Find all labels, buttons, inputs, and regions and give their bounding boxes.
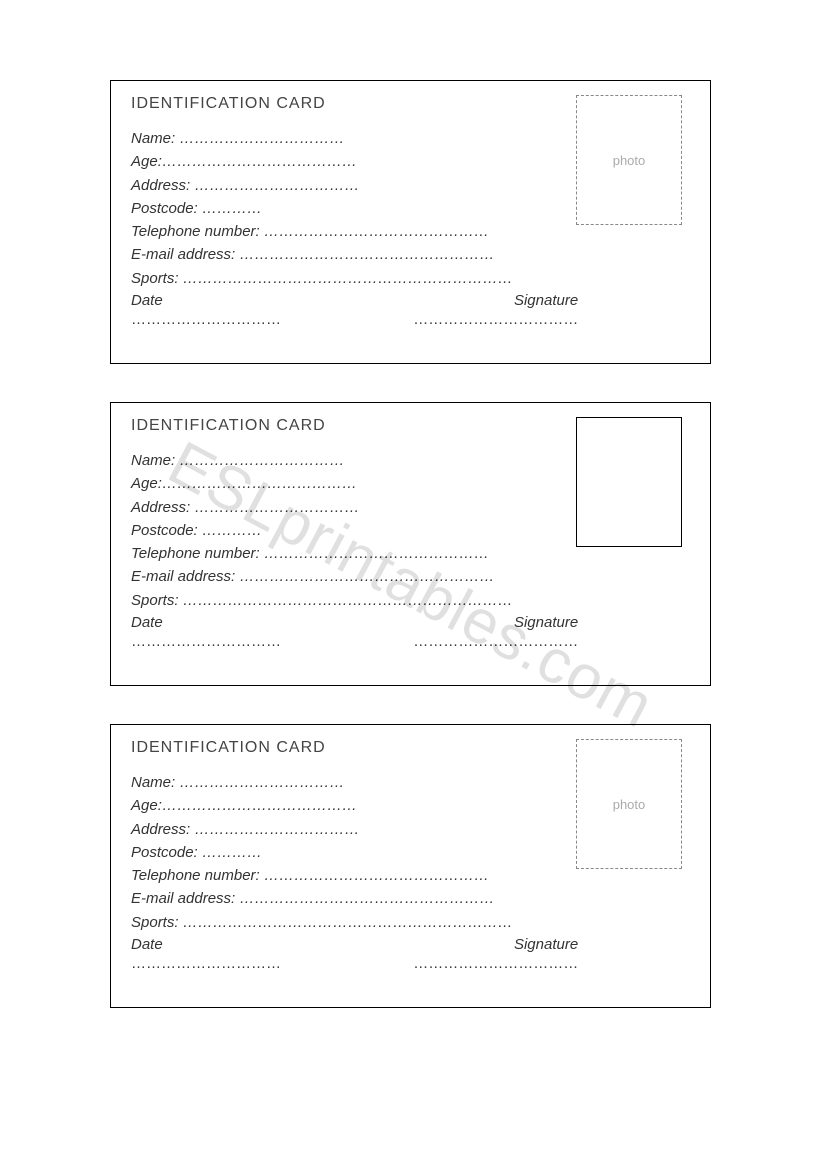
id-card: IDENTIFICATION CARD Name: …………………………… Ag… [110, 402, 711, 686]
sports-field: Sports: ………………………………………………………… [131, 267, 690, 290]
signature-dots: …………………………… [413, 633, 578, 650]
sports-field: Sports: ………………………………………………………… [131, 911, 690, 934]
email-field: E-mail address: …………………………………………… [131, 887, 690, 910]
date-label: Date [131, 292, 163, 309]
date-signature-labels: Date Signature [131, 292, 578, 309]
email-field: E-mail address: …………………………………………… [131, 565, 690, 588]
date-dots: ………………………… [131, 955, 281, 972]
date-signature-labels: Date Signature [131, 614, 578, 631]
date-dots: ………………………… [131, 311, 281, 328]
photo-box [576, 417, 682, 547]
photo-label: photo [613, 797, 646, 812]
photo-box: photo [576, 739, 682, 869]
date-label: Date [131, 936, 163, 953]
date-label: Date [131, 614, 163, 631]
signature-dots: …………………………… [413, 311, 578, 328]
id-card: IDENTIFICATION CARD Name: …………………………… Ag… [110, 724, 711, 1008]
worksheet-page: IDENTIFICATION CARD Name: …………………………… Ag… [0, 0, 821, 1068]
date-dots: ………………………… [131, 633, 281, 650]
date-signature-dots: ………………………… …………………………… [131, 633, 578, 650]
signature-label: Signature [514, 292, 578, 309]
photo-box: photo [576, 95, 682, 225]
date-signature-labels: Date Signature [131, 936, 578, 953]
sports-field: Sports: ………………………………………………………… [131, 589, 690, 612]
signature-label: Signature [514, 614, 578, 631]
signature-label: Signature [514, 936, 578, 953]
id-card: IDENTIFICATION CARD Name: …………………………… Ag… [110, 80, 711, 364]
signature-dots: …………………………… [413, 955, 578, 972]
email-field: E-mail address: …………………………………………… [131, 243, 690, 266]
date-signature-dots: ………………………… …………………………… [131, 955, 578, 972]
photo-label: photo [613, 153, 646, 168]
date-signature-dots: ………………………… …………………………… [131, 311, 578, 328]
